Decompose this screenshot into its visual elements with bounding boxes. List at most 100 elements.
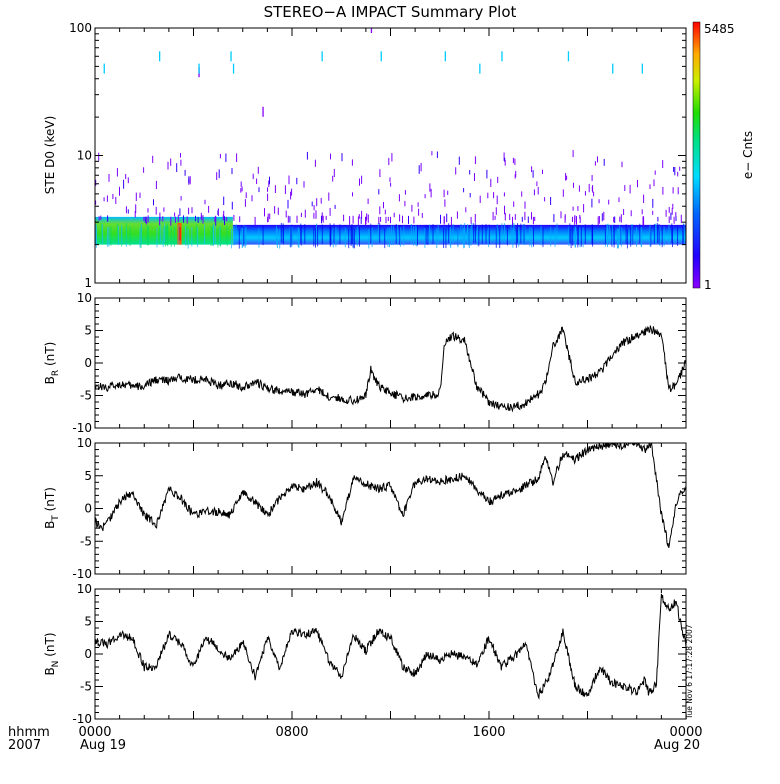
noise-pixel [143,216,145,221]
flux-streak [659,226,661,247]
flux-streak [197,227,199,248]
flux-streak [191,226,193,247]
noise-pixel [155,180,157,189]
noise-pixel [673,216,675,224]
noise-pixel [291,188,293,196]
noise-pixel [127,177,129,184]
noise-pixel [95,200,97,205]
noise-pixel [677,171,679,177]
flux-streak [244,228,246,248]
flux-streak [654,223,656,244]
noise-pixel [572,206,574,211]
noise-pixel [256,178,258,184]
flux-streak [186,225,188,246]
flux-streak [473,223,475,243]
panel-frame [94,442,687,575]
noise-pixel [680,214,682,224]
noise-pixel [413,216,415,224]
flux-streak [542,227,544,248]
y-tick-label: -5 [80,680,92,694]
noise-pixel [332,175,334,182]
flux-streak [606,224,608,244]
flux-streak [291,226,293,247]
x-tick-label: 0800 [275,725,308,740]
noise-pixel [588,183,590,193]
noise-pixel [536,181,538,187]
noise-pixel [404,200,406,207]
noise-pixel [504,157,506,162]
noise-pixel [565,173,567,181]
burst-pixel [444,51,446,62]
noise-pixel [550,197,552,205]
noise-pixel [123,179,125,189]
noise-pixel [258,187,260,193]
flux-streak [212,225,214,246]
flux-streak [339,224,341,244]
noise-pixel [208,205,210,213]
series-line-br [95,325,686,413]
colorbar-max-label: 5485 [704,22,735,36]
flux-streak [671,223,673,244]
flux-streak [425,224,427,245]
noise-pixel [603,211,605,221]
flux-streak [449,226,451,247]
flux-streak [517,223,518,243]
flux-streak [506,225,508,246]
noise-pixel [252,173,254,180]
noise-pixel [219,153,221,159]
flux-streak [429,224,431,245]
noise-pixel [107,215,109,222]
year-label: 2007 [8,738,41,753]
flux-streak [570,228,572,249]
flux-streak [443,228,445,248]
y-tick-label: -10 [72,421,92,435]
noise-pixel [670,212,672,220]
noise-pixel [358,214,360,219]
noise-pixel [379,169,381,177]
noise-pixel [320,197,322,204]
flux-streak [147,226,149,246]
noise-pixel [257,166,259,174]
flux-streak [572,226,574,246]
noise-pixel [531,212,532,220]
noise-pixel [274,185,276,193]
flux-streak [641,227,643,248]
noise-pixel [240,181,242,187]
noise-pixel [583,204,585,213]
flux-streak [653,224,655,244]
noise-pixel [153,199,154,206]
y-axis-label-sub: N [51,661,61,668]
flux-streak [101,223,103,243]
noise-pixel [106,195,108,202]
noise-pixel [537,186,539,195]
noise-pixel [566,175,568,180]
noise-pixel [115,196,117,204]
flux-streak [457,227,459,248]
flux-streak [540,225,542,246]
background-noise [95,150,682,226]
flux-streak [353,228,355,249]
flux-streak [356,226,358,246]
noise-pixel [509,213,511,221]
noise-pixel [637,179,638,188]
flux-streak [625,224,627,244]
noise-pixel [217,208,219,216]
noise-pixel [389,177,391,182]
noise-pixel [465,207,467,213]
flux-streak [238,228,240,249]
noise-pixel [591,175,593,181]
noise-pixel [139,192,141,198]
noise-pixel [241,186,243,192]
noise-pixel [417,202,419,207]
flux-streak [410,224,412,244]
panel-frame [94,297,687,429]
noise-pixel [321,212,323,221]
noise-pixel [662,187,664,195]
flux-streak [226,226,228,246]
flux-streak [316,223,317,244]
noise-pixel [620,214,622,223]
noise-pixel [474,156,476,165]
flux-streak [280,222,282,243]
flux-streak [655,223,657,243]
flux-streak [522,224,524,244]
